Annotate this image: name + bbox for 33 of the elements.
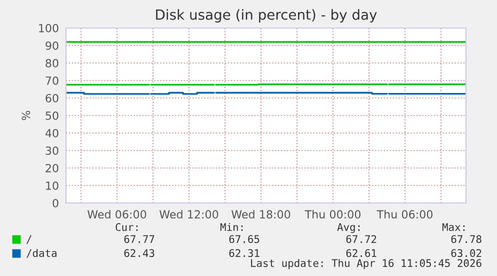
text: Avg: (337, 223, 360, 234)
text: 62.43 (124, 249, 154, 258)
text: 67.72 (346, 235, 376, 244)
text: Max: (442, 223, 465, 232)
x-tick-label: Wed 12:00 (159, 210, 218, 219)
text: 67.65 (229, 235, 260, 244)
x-tick-label: Wed 18:00 (231, 210, 290, 219)
y-tick-label: 30 (46, 146, 58, 155)
y-tick-label: 20 (46, 164, 58, 172)
text: 62.31 (229, 249, 260, 258)
y-tick-label: 10 (46, 181, 58, 190)
legend-label: /data (26, 248, 56, 258)
y-tick-label: 0 (52, 198, 58, 208)
y-tick-label: 50 (46, 111, 58, 120)
y-axis-title: % (22, 110, 30, 120)
legend-label: / (26, 235, 32, 244)
y-tick-label: 40 (45, 128, 58, 138)
text: 62.61 (346, 249, 376, 258)
text: 63.02 (451, 249, 482, 258)
text: Min: (220, 222, 243, 231)
text: Cur: (116, 223, 138, 232)
text: 67.77 (124, 235, 154, 244)
y-tick-label: 100 (39, 24, 58, 32)
text: 67.78 (451, 235, 482, 244)
chart-title: Disk usage (in percent) - by day (156, 9, 377, 23)
y-tick-label: 80 (46, 58, 58, 68)
x-tick-label: Thu 06:00 (376, 210, 432, 219)
x-tick-label: Thu 00:00 (304, 210, 360, 219)
y-tick-label: 60 (46, 94, 58, 102)
x-tick-label: Wed 06:00 (87, 210, 146, 219)
text: Last update: Thu Apr 16 11:05:45 2026 (251, 258, 482, 270)
y-tick-label: 70 (46, 76, 58, 85)
y-tick-label: 90 (46, 41, 58, 50)
